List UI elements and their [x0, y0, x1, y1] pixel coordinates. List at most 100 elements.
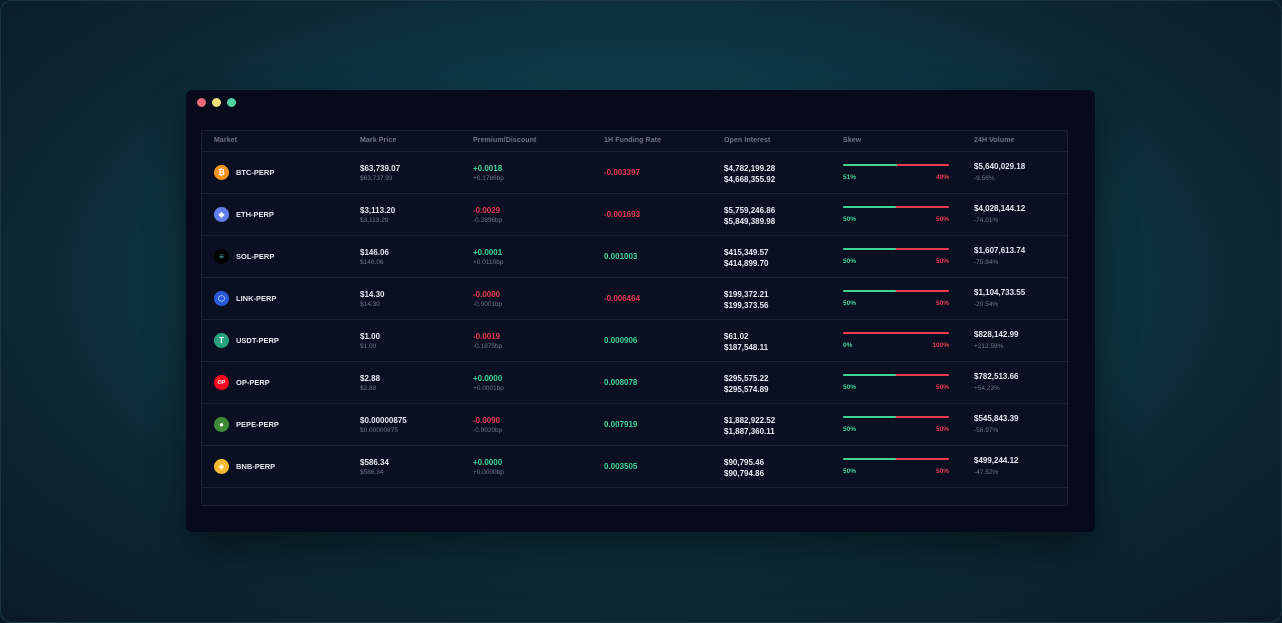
- skew-bar: [843, 374, 949, 376]
- market-cell[interactable]: ⬡ LINK-PERP: [214, 291, 276, 306]
- bitcoin-icon: ₿: [214, 165, 229, 180]
- header-mark-price[interactable]: Mark Price: [360, 137, 397, 144]
- header-open-interest[interactable]: Open Interest: [724, 137, 771, 144]
- skew-bar-long: [843, 248, 896, 250]
- table-row[interactable]: ≡ SOL-PERP $146.06 $146.06 +0.0001 +0.01…: [202, 236, 1067, 278]
- open-interest-cell: $5,759,246.86 $5,849,389.98: [724, 205, 775, 227]
- app-window: Market Mark Price Premium/Discount 1H Fu…: [186, 90, 1095, 532]
- skew-short-label: 50%: [935, 216, 949, 223]
- ethereum-icon: ◆: [214, 207, 229, 222]
- volume-value: $1,104,733.55: [974, 288, 1026, 297]
- skew-long-label: 50%: [843, 426, 857, 433]
- header-volume[interactable]: 24H Volume: [974, 137, 1015, 144]
- header-premium[interactable]: Premium/Discount: [473, 137, 537, 144]
- volume-change: -47.52%: [974, 469, 999, 476]
- open-interest-cell: $415,349.57 $414,899.70: [724, 247, 769, 269]
- premium-bp: +0.1786bp: [473, 175, 504, 182]
- funding-rate: -0.006464: [604, 294, 641, 303]
- volume-cell: $1,104,733.55 -20.54%: [974, 288, 1025, 309]
- volume-value: $828,142.99: [974, 330, 1019, 339]
- premium-value: -0.0090: [473, 416, 501, 425]
- table-row[interactable]: OP OP-PERP $2.88 $2.88 +0.0000 +0.0001bp…: [202, 362, 1067, 404]
- optimism-icon: OP: [214, 375, 229, 390]
- open-interest-short: $5,849,389.98: [724, 217, 776, 226]
- volume-cell: $545,843.39 -58.97%: [974, 414, 1019, 435]
- minimize-button[interactable]: [212, 98, 221, 107]
- market-name: PEPE-PERP: [236, 420, 279, 429]
- funding-rate: 0.007919: [604, 420, 638, 429]
- volume-change: -74.01%: [974, 217, 999, 224]
- premium-value: +0.0018: [473, 164, 503, 173]
- market-cell[interactable]: ₿ BTC-PERP: [214, 165, 274, 180]
- table-row[interactable]: ● PEPE-PERP $0.00000875 $0.00000875 -0.0…: [202, 404, 1067, 446]
- mark-price: $3,113.20: [360, 206, 396, 215]
- index-price: $63,737.93: [360, 175, 393, 182]
- funding-rate: 0.001003: [604, 252, 638, 261]
- mark-price-cell: $63,739.07 $63,737.93: [360, 164, 400, 183]
- table-row[interactable]: ◆ ETH-PERP $3,113.20 $3,113.29 -0.0029 -…: [202, 194, 1067, 236]
- mark-price: $14.30: [360, 290, 385, 299]
- market-cell[interactable]: T USDT-PERP: [214, 333, 279, 348]
- volume-value: $499,244.12: [974, 456, 1019, 465]
- skew-cell: 50% 50%: [843, 206, 949, 223]
- open-interest-short: $295,574.89: [724, 385, 769, 394]
- skew-short-label: 50%: [935, 258, 949, 265]
- pepe-icon: ●: [214, 417, 229, 432]
- mark-price-cell: $146.06 $146.06: [360, 248, 389, 267]
- volume-cell: $5,640,029.18 -9.56%: [974, 162, 1025, 183]
- volume-cell: $782,513.66 +54.23%: [974, 372, 1019, 393]
- mark-price: $0.00000875: [360, 416, 407, 425]
- funding-rate: 0.000906: [604, 336, 638, 345]
- skew-long-label: 50%: [843, 216, 857, 223]
- close-button[interactable]: [197, 98, 206, 107]
- volume-value: $5,640,029.18: [974, 162, 1026, 171]
- open-interest-cell: $1,882,922.52 $1,887,360.11: [724, 415, 775, 437]
- market-cell[interactable]: ◈ BNB-PERP: [214, 459, 275, 474]
- premium-value: -0.0029: [473, 206, 501, 215]
- table-row[interactable]: T USDT-PERP $1.00 $1.00 -0.0019 -0.1875b…: [202, 320, 1067, 362]
- volume-value: $545,843.39: [974, 414, 1019, 423]
- open-interest-long: $295,575.22: [724, 374, 769, 383]
- skew-cell: 51% 49%: [843, 164, 949, 181]
- maximize-button[interactable]: [227, 98, 236, 107]
- table-row[interactable]: ◈ BNB-PERP $586.34 $586.34 +0.0000 +0.00…: [202, 446, 1067, 488]
- market-cell[interactable]: ◆ ETH-PERP: [214, 207, 274, 222]
- market-name: OP-PERP: [236, 378, 270, 387]
- skew-cell: 50% 50%: [843, 248, 949, 265]
- market-cell[interactable]: ≡ SOL-PERP: [214, 249, 274, 264]
- index-price: $586.34: [360, 469, 384, 476]
- open-interest-short: $187,548.11: [724, 343, 769, 352]
- funding-rate: 0.008078: [604, 378, 638, 387]
- open-interest-long: $199,372.21: [724, 290, 769, 299]
- volume-cell: $1,607,613.74 -75.84%: [974, 246, 1025, 267]
- open-interest-cell: $90,795.46 $90,794.86: [724, 457, 764, 479]
- index-price: $14.30: [360, 301, 380, 308]
- table-header: Market Mark Price Premium/Discount 1H Fu…: [202, 131, 1067, 152]
- volume-change: -20.54%: [974, 301, 999, 308]
- header-funding-rate[interactable]: 1H Funding Rate: [604, 137, 662, 144]
- volume-cell: $499,244.12 -47.52%: [974, 456, 1019, 477]
- premium-bp: +0.0110bp: [473, 259, 504, 266]
- premium-value: -0.0019: [473, 332, 501, 341]
- market-cell[interactable]: ● PEPE-PERP: [214, 417, 279, 432]
- market-cell[interactable]: OP OP-PERP: [214, 375, 270, 390]
- index-price: $1.00: [360, 343, 377, 350]
- open-interest-long: $4,782,199.28: [724, 164, 776, 173]
- mark-price-cell: $1.00 $1.00: [360, 332, 380, 351]
- skew-bar-long: [843, 458, 896, 460]
- skew-bar-long: [843, 416, 896, 418]
- header-skew[interactable]: Skew: [843, 137, 862, 144]
- skew-bar-long: [843, 290, 896, 292]
- open-interest-long: $61.02: [724, 332, 749, 341]
- market-name: SOL-PERP: [236, 252, 275, 261]
- table-row[interactable]: ⬡ LINK-PERP $14.30 $14.30 -0.0000 -0.000…: [202, 278, 1067, 320]
- table-row[interactable]: ₿ BTC-PERP $63,739.07 $63,737.93 +0.0018…: [202, 152, 1067, 194]
- volume-cell: $4,028,144.12 -74.01%: [974, 204, 1025, 225]
- header-market[interactable]: Market: [214, 137, 238, 144]
- funding-rate: -0.001693: [604, 210, 641, 219]
- skew-bar-long: [843, 164, 898, 166]
- premium-bp: +0.0000bp: [473, 469, 504, 476]
- open-interest-long: $415,349.57: [724, 248, 769, 257]
- premium-cell: +0.0000 +0.0000bp: [473, 458, 504, 477]
- funding-rate: 0.003505: [604, 462, 638, 471]
